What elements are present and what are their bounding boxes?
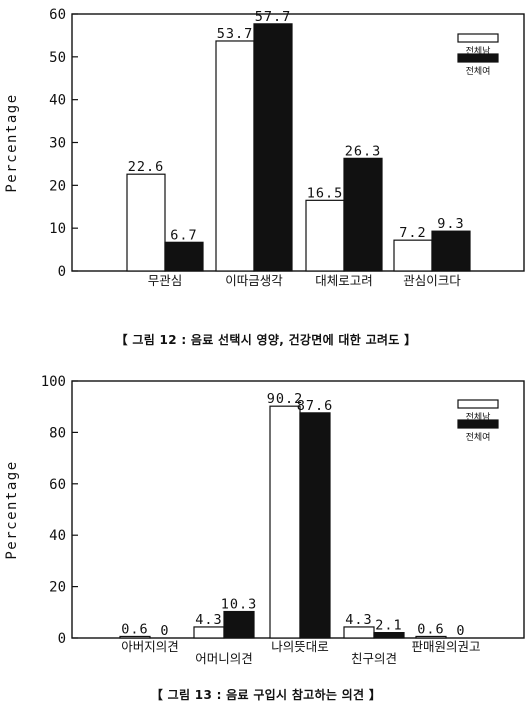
legend-label-male: 전체남 xyxy=(466,412,491,423)
data-label: 26.3 xyxy=(345,143,382,159)
y-tick-label: 20 xyxy=(49,178,66,194)
bar-male xyxy=(119,635,151,639)
x-tick-label: 나의뜻대로 xyxy=(271,639,329,654)
x-tick-label: 무관심 xyxy=(148,273,183,288)
bar-female xyxy=(164,241,204,272)
figure-13-caption: 【 그림 13 : 음료 구입시 참고하는 의견 】 xyxy=(150,688,382,702)
data-label: 0.6 xyxy=(121,621,148,637)
legend-swatch-female xyxy=(457,419,499,429)
data-label: 0 xyxy=(456,623,465,639)
data-label: 0.6 xyxy=(417,621,444,637)
x-tick-label: 관심이크다 xyxy=(403,273,461,288)
bar-female xyxy=(223,610,255,639)
data-label: 22.6 xyxy=(128,159,165,175)
data-label: 53.7 xyxy=(217,26,254,42)
bar-male xyxy=(269,405,301,639)
legend-label-female: 전체여 xyxy=(466,431,491,443)
data-label: 57.7 xyxy=(255,9,292,25)
data-label: 90.2 xyxy=(267,391,304,407)
data-label: 4.3 xyxy=(195,612,222,628)
legend-swatch-male xyxy=(457,33,499,43)
legend-label-male: 전체남 xyxy=(466,46,491,57)
legend-swatch-male xyxy=(457,399,499,409)
bar-male xyxy=(305,199,345,272)
bar-male xyxy=(393,239,433,272)
bar-male xyxy=(126,173,166,272)
legend-swatch-female xyxy=(457,53,499,63)
y-tick-label: 60 xyxy=(49,7,66,23)
data-label: 9.3 xyxy=(437,216,464,232)
y-tick-label: 60 xyxy=(49,477,66,493)
y-tick-label: 10 xyxy=(49,221,66,237)
bar-female xyxy=(253,23,293,272)
data-label: 4.3 xyxy=(345,612,372,628)
x-tick-label: 어머니의견 xyxy=(195,651,253,666)
y-tick-label: 40 xyxy=(49,93,66,109)
data-label: 16.5 xyxy=(307,185,344,201)
x-tick-label: 대체로고려 xyxy=(315,273,373,288)
y-tick-label: 50 xyxy=(49,50,66,66)
y-tick-label: 100 xyxy=(41,374,66,390)
bar-female xyxy=(431,230,471,272)
y-tick-label: 30 xyxy=(49,136,66,152)
x-tick-label: 판매원의권고 xyxy=(411,639,480,654)
y-tick-label: 20 xyxy=(49,580,66,596)
bar-male xyxy=(215,40,255,272)
bar-female xyxy=(373,632,405,639)
data-label: 0 xyxy=(160,623,169,639)
bar-female xyxy=(299,412,331,639)
x-tick-label: 이따금생각 xyxy=(225,273,283,288)
x-tick-label: 아버지의견 xyxy=(121,639,179,654)
y-axis-label: Percentage xyxy=(4,93,20,192)
data-label: 87.6 xyxy=(297,398,334,414)
x-tick-label: 친구의견 xyxy=(351,651,397,666)
legend-label-female: 전체여 xyxy=(466,65,491,77)
bar-male xyxy=(343,626,375,639)
data-label: 6.7 xyxy=(170,227,197,243)
bar-female xyxy=(343,157,383,272)
data-label: 10.3 xyxy=(221,597,258,613)
y-tick-label: 40 xyxy=(49,528,66,544)
figure-12-caption: 【 그림 12 : 음료 선택시 영양, 건강면에 대한 고려도 】 xyxy=(115,333,417,347)
data-label: 2.1 xyxy=(375,618,402,634)
y-tick-label: 0 xyxy=(58,264,66,280)
bar-male xyxy=(193,626,225,639)
bar-male xyxy=(415,635,447,639)
y-tick-label: 80 xyxy=(49,425,66,441)
data-label: 7.2 xyxy=(399,225,426,241)
y-axis-label: Percentage xyxy=(4,460,20,559)
y-tick-label: 0 xyxy=(58,631,66,647)
